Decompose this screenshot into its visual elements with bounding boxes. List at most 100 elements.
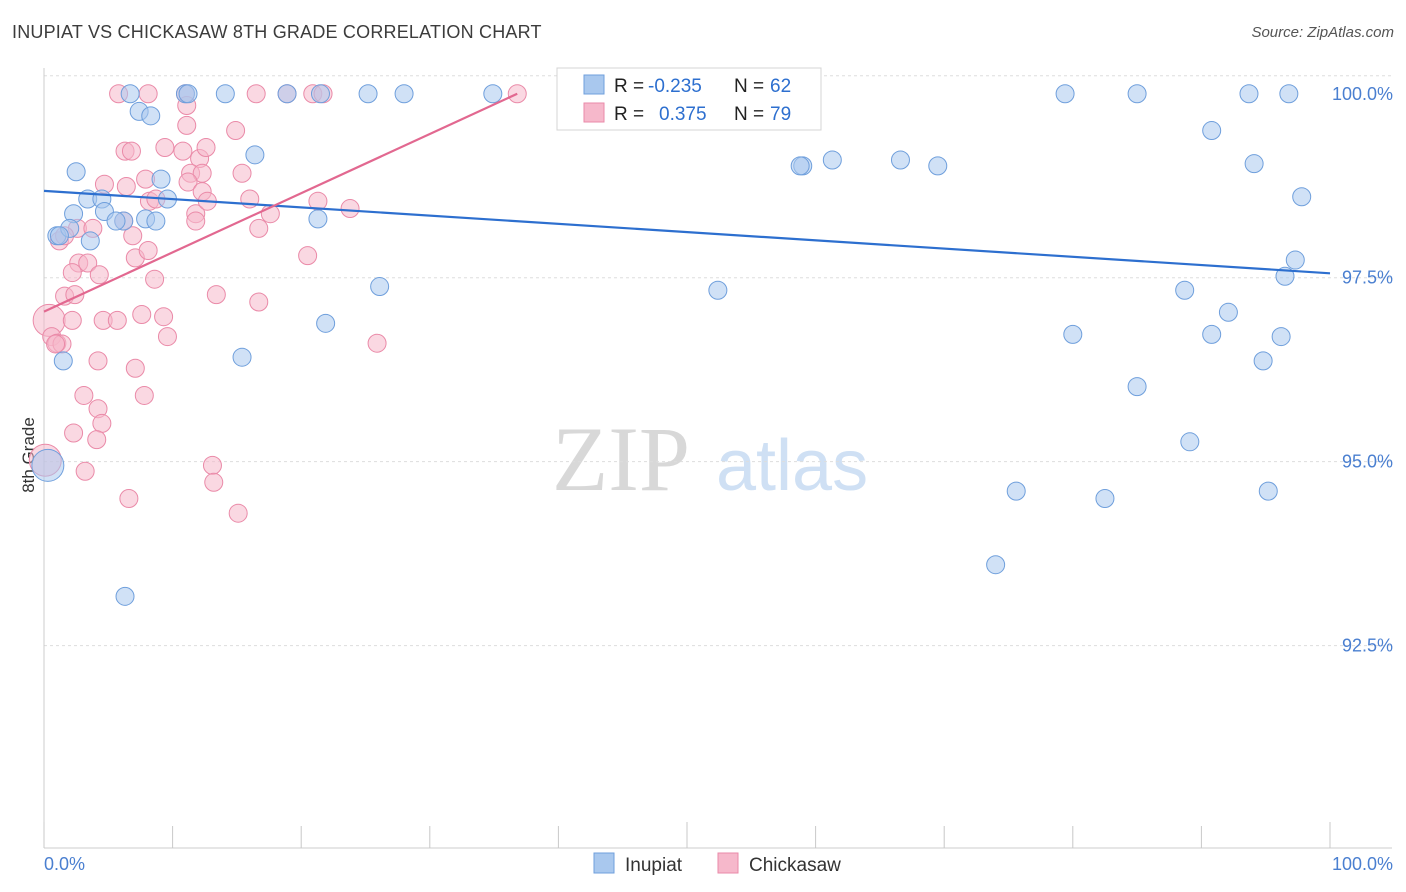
chickasaw-point bbox=[75, 461, 95, 481]
chickasaw-point bbox=[367, 333, 387, 353]
inupiat-point bbox=[310, 84, 330, 104]
chickasaw-point bbox=[87, 430, 107, 450]
inupiat-point bbox=[1175, 280, 1195, 300]
inupiat-point bbox=[1239, 84, 1259, 104]
inupiat-point bbox=[115, 586, 135, 606]
y-tick-label: 100.0% bbox=[1332, 84, 1393, 104]
chickasaw-point bbox=[246, 84, 266, 104]
legend-swatch-inupiat bbox=[593, 852, 615, 874]
inupiat-point bbox=[80, 231, 100, 251]
chickasaw-point bbox=[92, 413, 112, 433]
watermark-atlas: atlas bbox=[716, 426, 868, 506]
inupiat-point bbox=[316, 313, 336, 333]
inupiat-point bbox=[394, 84, 414, 104]
chickasaw-point bbox=[78, 253, 98, 273]
inupiat-point bbox=[483, 84, 503, 104]
inupiat-point bbox=[1292, 187, 1312, 207]
stats-legend: R = -0.235 N = 62 R = 0.375 N = 79 bbox=[556, 67, 822, 131]
chickasaw-point bbox=[206, 285, 226, 305]
inupiat-point bbox=[1202, 324, 1222, 344]
stats-n-label-inupiat: N = bbox=[734, 76, 764, 97]
inupiat-point bbox=[178, 84, 198, 104]
chickasaw-point bbox=[132, 305, 152, 325]
x-tick-label-100: 100.0% bbox=[1332, 854, 1393, 874]
chickasaw-point bbox=[204, 472, 224, 492]
inupiat-point bbox=[1127, 377, 1147, 397]
inupiat-point bbox=[277, 84, 297, 104]
inupiat-point bbox=[151, 169, 171, 189]
inupiat-point bbox=[1244, 154, 1264, 174]
inupiat-point bbox=[1271, 327, 1291, 347]
inupiat-point bbox=[1285, 250, 1305, 270]
stats-r-value-inupiat: -0.235 bbox=[648, 76, 702, 97]
chickasaw-point bbox=[46, 334, 66, 354]
inupiat-point bbox=[1202, 121, 1222, 141]
inupiat-point bbox=[1180, 432, 1200, 452]
stats-r-label-inupiat: R = bbox=[614, 76, 644, 97]
inupiat-point bbox=[1279, 84, 1299, 104]
y-tick-labels: 100.0% 97.5% 95.0% 92.5% bbox=[1332, 84, 1393, 656]
watermark: ZIP atlas bbox=[552, 408, 868, 510]
chickasaw-points bbox=[28, 84, 527, 523]
chickasaw-point bbox=[123, 226, 143, 246]
legend-label-chickasaw: Chickasaw bbox=[749, 855, 841, 876]
stats-n-value-inupiat: 62 bbox=[770, 76, 791, 97]
stats-swatch-chickasaw bbox=[583, 102, 605, 123]
chickasaw-point bbox=[186, 211, 206, 231]
chickasaw-point bbox=[228, 503, 248, 523]
inupiat-point bbox=[308, 209, 328, 229]
inupiat-trend-line bbox=[43, 189, 1331, 275]
watermark-zip: ZIP bbox=[552, 408, 690, 510]
chickasaw-point bbox=[89, 265, 109, 285]
inupiat-point bbox=[31, 448, 65, 482]
legend-label-inupiat: Inupiat bbox=[625, 855, 683, 876]
chickasaw-point bbox=[107, 310, 127, 330]
inupiat-point bbox=[1127, 84, 1147, 104]
y-tick-label: 92.5% bbox=[1342, 636, 1393, 656]
chickasaw-point bbox=[226, 121, 246, 141]
chickasaw-point bbox=[138, 240, 158, 260]
chickasaw-point bbox=[249, 218, 269, 238]
chickasaw-point bbox=[64, 423, 84, 443]
y-axis-title: 8th Grade bbox=[19, 417, 38, 493]
chickasaw-point bbox=[196, 137, 216, 157]
chickasaw-point bbox=[121, 141, 141, 161]
inupiat-point bbox=[358, 84, 378, 104]
bottom-legend: Inupiat Chickasaw bbox=[593, 852, 841, 876]
stats-r-value-chickasaw: 0.375 bbox=[659, 104, 707, 125]
y-tick-label: 97.5% bbox=[1342, 268, 1393, 288]
inupiat-point bbox=[141, 106, 161, 126]
chickasaw-point bbox=[62, 263, 82, 283]
stats-swatch-inupiat bbox=[583, 74, 605, 95]
inupiat-point bbox=[370, 277, 390, 297]
chickasaw-point bbox=[125, 358, 145, 378]
chickasaw-point bbox=[232, 163, 252, 183]
inupiat-point bbox=[822, 150, 842, 170]
inupiat-point bbox=[1006, 481, 1026, 501]
inupiat-point bbox=[1095, 488, 1115, 508]
chickasaw-point bbox=[340, 199, 360, 219]
y-tick-label: 95.0% bbox=[1342, 452, 1393, 472]
inupiat-points bbox=[31, 84, 1312, 606]
inupiat-point bbox=[53, 351, 73, 371]
chickasaw-point bbox=[249, 292, 269, 312]
chickasaw-point bbox=[88, 351, 108, 371]
legend-swatch-chickasaw bbox=[717, 852, 739, 874]
inupiat-point bbox=[928, 156, 948, 176]
chickasaw-point bbox=[154, 307, 174, 327]
inupiat-point bbox=[66, 162, 86, 182]
source-label: Source: ZipAtlas.com bbox=[1251, 24, 1394, 41]
stats-n-label-chickasaw: N = bbox=[734, 104, 764, 125]
chickasaw-point bbox=[62, 310, 82, 330]
chickasaw-point bbox=[74, 385, 94, 405]
chickasaw-point bbox=[173, 141, 193, 161]
inupiat-point bbox=[1055, 84, 1075, 104]
chickasaw-point bbox=[145, 269, 165, 289]
chickasaw-point bbox=[119, 488, 139, 508]
chickasaw-point bbox=[178, 172, 198, 192]
inupiat-point bbox=[986, 555, 1006, 575]
chickasaw-point bbox=[202, 455, 222, 475]
inupiat-point bbox=[890, 150, 910, 170]
inupiat-point bbox=[1218, 302, 1238, 322]
